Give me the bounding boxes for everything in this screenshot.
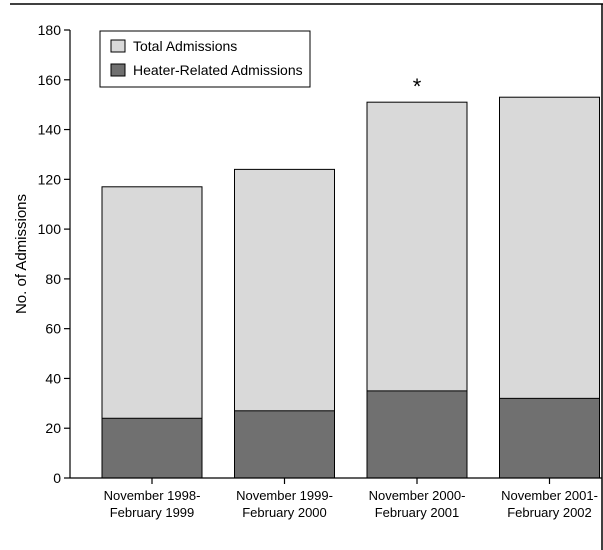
x-tick-label-line: February 2000 bbox=[242, 505, 327, 520]
x-tick-label-line: February 2001 bbox=[375, 505, 460, 520]
annotations-layer: * bbox=[413, 74, 422, 99]
y-tick-label-180: 180 bbox=[38, 22, 62, 38]
y-tick-label-140: 140 bbox=[38, 122, 62, 138]
bar-heater-3 bbox=[499, 397, 600, 479]
y-tick-label-100: 100 bbox=[38, 221, 62, 237]
bar-heater-2 bbox=[366, 390, 468, 479]
x-tick-label-2: November 2000- February 2001 bbox=[369, 488, 466, 520]
y-tick-label-120: 120 bbox=[38, 171, 62, 187]
annotation-asterisk: * bbox=[413, 74, 422, 99]
y-axis-label: No. of Admissions bbox=[13, 194, 30, 314]
bars-layer bbox=[101, 96, 600, 479]
legend-swatch-heater bbox=[110, 63, 126, 77]
bar-heater-1 bbox=[234, 410, 335, 479]
x-axis-ticks: November 1998- February 1999 November 1999… bbox=[104, 478, 598, 520]
legend-label-heater: Heater-Related Admissions bbox=[133, 62, 303, 78]
x-tick-label-line: February 1999 bbox=[110, 505, 195, 520]
y-tick-label-0: 0 bbox=[53, 470, 61, 486]
legend-swatch-total bbox=[110, 39, 126, 53]
bar-heater-0 bbox=[101, 417, 203, 479]
y-tick-label-60: 60 bbox=[45, 321, 61, 337]
x-tick-label-line: November 1999- bbox=[236, 488, 333, 503]
legend-label-total: Total Admissions bbox=[133, 38, 237, 54]
x-tick-label-3: November 2001- February 2002 bbox=[501, 488, 598, 520]
legend-box bbox=[99, 30, 311, 88]
y-tick-label-80: 80 bbox=[45, 271, 61, 287]
y-tick-label-40: 40 bbox=[45, 370, 61, 386]
legend: Total Admissions Heater-Related Admissio… bbox=[99, 30, 311, 88]
x-tick-label-line: November 2001- bbox=[501, 488, 598, 503]
x-tick-label-line: November 2000- bbox=[369, 488, 466, 503]
x-tick-label-0: November 1998- February 1999 bbox=[104, 488, 201, 520]
y-axis-ticks: 0 20 40 60 80 100 120 140 160 180 bbox=[38, 22, 70, 486]
x-tick-label-1: November 1999- February 2000 bbox=[236, 488, 333, 520]
y-tick-label-160: 160 bbox=[38, 72, 62, 88]
y-tick-label-20: 20 bbox=[45, 420, 61, 436]
x-tick-label-line: November 1998- bbox=[104, 488, 201, 503]
x-tick-label-line: February 2002 bbox=[507, 505, 592, 520]
